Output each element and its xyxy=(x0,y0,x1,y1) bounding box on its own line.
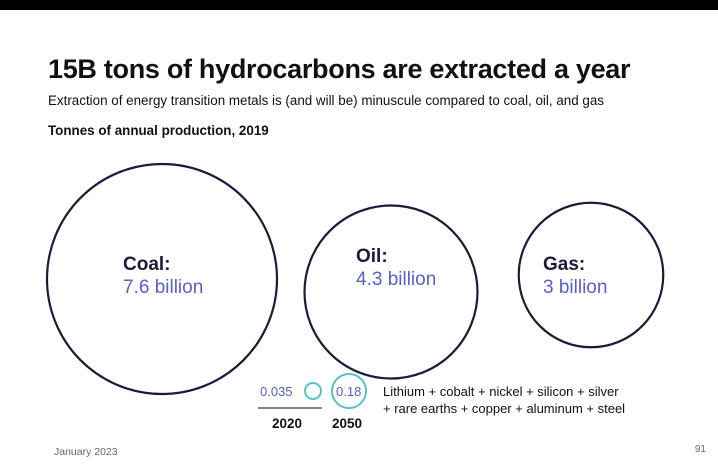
oil-value: 4.3 billion xyxy=(356,269,436,290)
coal-value: 7.6 billion xyxy=(123,277,203,298)
page-title: 15B tons of hydrocarbons are extracted a… xyxy=(48,54,631,84)
gas-label: Gas: xyxy=(543,254,585,275)
page-number: 91 xyxy=(694,444,706,455)
metals-year-2050: 2050 xyxy=(332,416,362,431)
footer-date: January 2023 xyxy=(54,446,118,458)
top-bar xyxy=(0,0,718,10)
gas-value: 3 billion xyxy=(543,277,607,298)
chart-label: Tonnes of annual production, 2019 xyxy=(48,123,269,138)
metals-2050-value: 0.18 xyxy=(336,384,361,399)
metals-year-2020: 2020 xyxy=(272,416,302,431)
metals-2050-bubble xyxy=(331,373,367,409)
metals-2020-bubble xyxy=(304,382,322,400)
coal-label: Coal: xyxy=(123,254,171,275)
metals-description-line-1: Lithium + cobalt + nickel + silicon + si… xyxy=(383,384,619,399)
gas-bubble xyxy=(517,201,665,349)
oil-label: Oil: xyxy=(356,246,388,267)
page-subtitle: Extraction of energy transition metals i… xyxy=(48,93,604,108)
metals-description-line-2: + rare earths + copper + aluminum + stee… xyxy=(383,401,625,416)
metals-2020-value: 0.035 xyxy=(260,384,293,399)
oil-bubble xyxy=(303,204,479,380)
coal-bubble xyxy=(45,162,279,396)
